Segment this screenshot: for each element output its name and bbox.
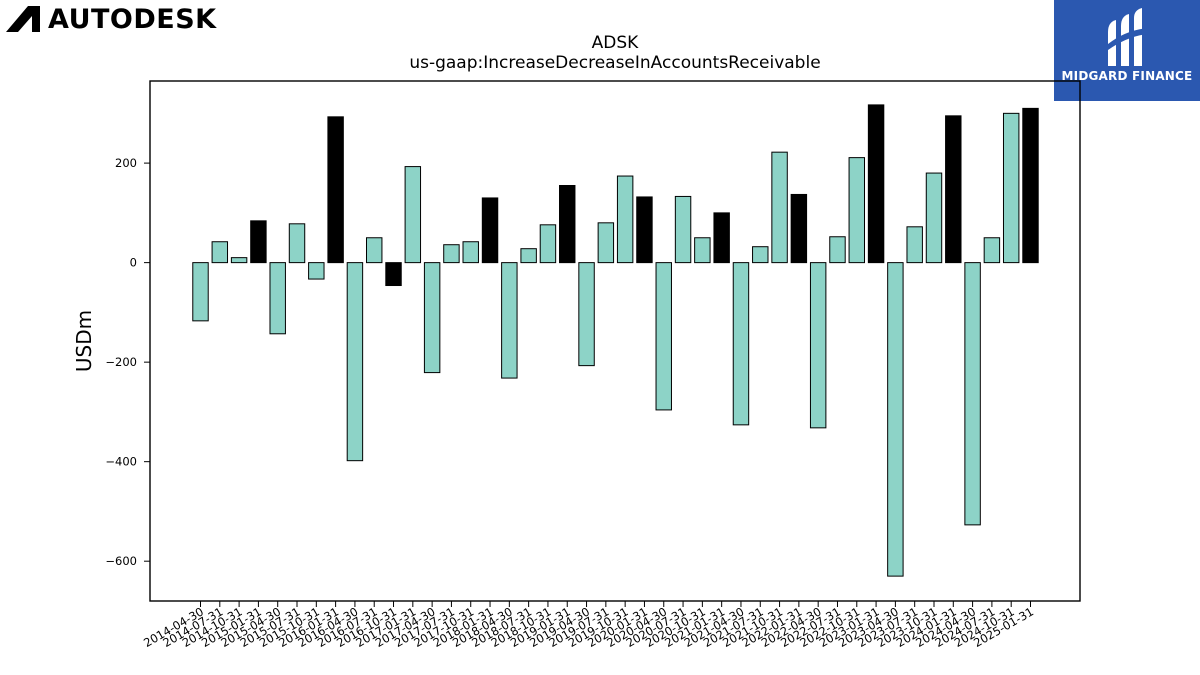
- bar-2014-04-30: [192, 262, 209, 322]
- bar-2018-07-31: [520, 248, 537, 264]
- bars-group: [192, 104, 1039, 577]
- bar-2019-01-31: [559, 185, 576, 264]
- bar-2015-04-30: [269, 262, 286, 335]
- bar-2020-10-31: [694, 237, 711, 264]
- y-axis: −600 −400 −200 0 200: [105, 156, 150, 568]
- bar-2022-10-31: [848, 157, 865, 264]
- bar-2024-01-31: [945, 115, 962, 264]
- bar-2014-10-31: [230, 257, 248, 264]
- bar-2023-07-31: [906, 226, 923, 264]
- bar-2022-07-31: [829, 236, 846, 264]
- bar-2022-04-30: [809, 262, 827, 429]
- y-axis-label: USDm: [72, 310, 96, 372]
- bar-2021-04-30: [732, 262, 750, 426]
- bar-2024-10-31: [1002, 112, 1020, 264]
- y-tick-label: −600: [105, 554, 137, 568]
- chart-subtitle: us-gaap:IncreaseDecreaseInAccountsReceiv…: [409, 53, 820, 73]
- bar-2021-10-31: [771, 151, 788, 264]
- bar-2018-01-31: [481, 197, 499, 264]
- partner-wordmark: MIDGARD FINANCE: [1061, 69, 1193, 83]
- y-tick-label: −200: [105, 355, 137, 369]
- bar-2020-04-30: [655, 262, 672, 411]
- autodesk-logo: AUTODESK: [6, 3, 217, 35]
- chart-title: ADSK: [592, 33, 640, 53]
- bar-2016-01-31: [327, 116, 344, 264]
- bar-2015-07-31: [288, 223, 306, 264]
- bar-2016-04-30: [346, 262, 364, 462]
- bar-2025-01-31: [1022, 107, 1039, 264]
- bar-2019-04-30: [578, 262, 595, 367]
- bar-2023-01-31: [867, 104, 885, 264]
- x-axis: 2014-04-302014-07-312014-10-312015-01-31…: [141, 601, 1036, 650]
- bar-2023-10-31: [925, 172, 943, 264]
- bar-2023-04-30: [887, 262, 904, 577]
- bar-2024-07-31: [983, 237, 1001, 264]
- bar-2019-10-31: [616, 175, 634, 264]
- plot-frame: [149, 80, 1081, 602]
- y-tick-label: −400: [105, 455, 137, 469]
- bar-2021-07-31: [752, 246, 769, 264]
- bar-2017-04-30: [423, 262, 441, 374]
- bar-2015-10-31: [308, 262, 325, 280]
- y-tick-label: 200: [115, 156, 137, 170]
- bar-2019-07-31: [597, 222, 615, 264]
- bar-2015-01-31: [250, 220, 267, 264]
- bar-2017-07-31: [443, 244, 460, 264]
- autodesk-mark-icon: [6, 6, 40, 32]
- midgard-mark-icon: [1108, 8, 1148, 66]
- bar-2022-01-31: [790, 193, 808, 264]
- bar-2016-07-31: [366, 237, 383, 264]
- bar-2024-04-30: [964, 262, 981, 526]
- bar-2016-10-31: [385, 262, 402, 287]
- bar-2017-10-31: [462, 241, 479, 264]
- bar-2014-07-31: [211, 241, 229, 264]
- brand-wordmark: AUTODESK: [48, 3, 217, 35]
- bar-2020-01-31: [636, 196, 653, 264]
- bar-2018-04-30: [501, 262, 518, 379]
- bar-2018-10-31: [539, 224, 557, 264]
- bar-2020-07-31: [674, 195, 692, 264]
- bar-2017-01-31: [404, 166, 422, 264]
- midgard-finance-logo: MIDGARD FINANCE: [1054, 0, 1200, 101]
- bar-2021-01-31: [713, 212, 730, 264]
- y-tick-label: 0: [130, 256, 137, 270]
